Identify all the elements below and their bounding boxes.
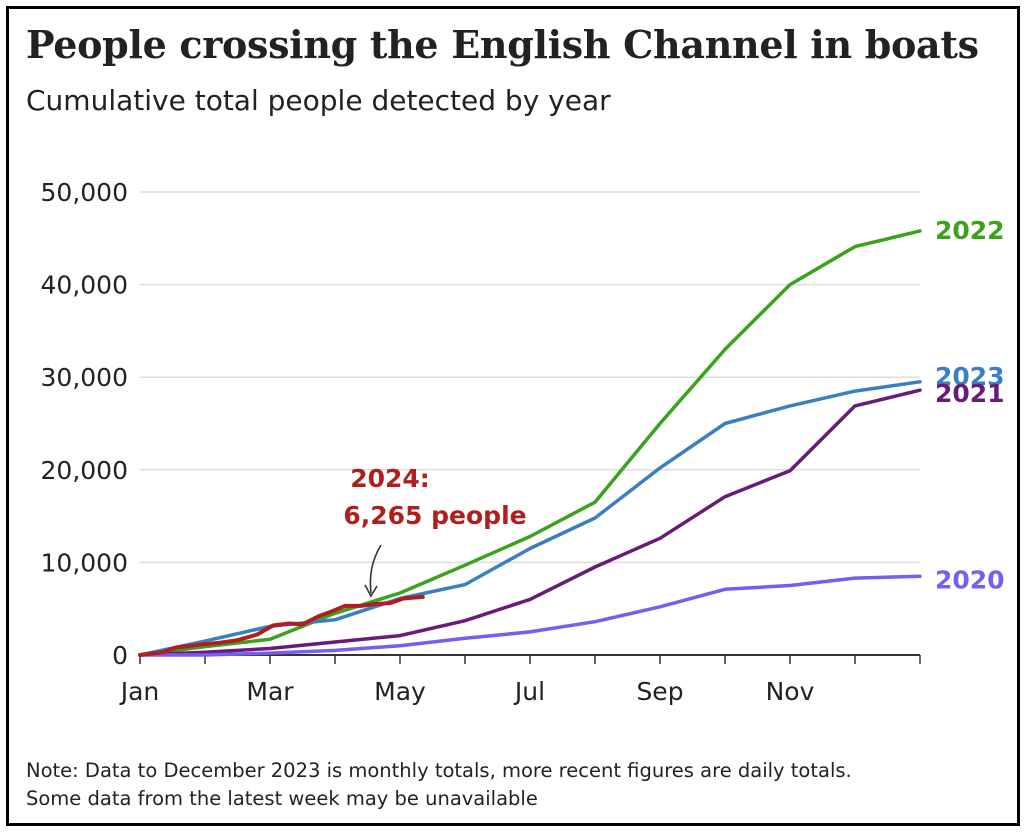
y-tick-label: 20,000 [41, 456, 128, 485]
y-tick-label: 10,000 [41, 548, 128, 577]
y-axis-ticks: 0 10,000 20,000 30,000 40,000 50,000 [41, 178, 128, 670]
y-tick-label: 0 [112, 641, 128, 670]
x-tick-label: Jan [119, 677, 160, 706]
series-line-2021 [138, 388, 922, 657]
y-tick-label: 30,000 [41, 363, 128, 392]
x-axis-ticks: Jan Mar May Jul Sep Nov [119, 655, 921, 706]
y-tick-label: 40,000 [41, 271, 128, 300]
x-tick-label: Sep [636, 677, 683, 706]
chart-title: People crossing the English Channel in b… [26, 22, 979, 67]
series-label-2020: 2020 [935, 565, 1005, 594]
series-line-2020 [138, 574, 922, 657]
series-line-2022 [138, 229, 922, 657]
annotation-2024: 2024: 6,265 people [343, 464, 527, 598]
note-line-2: Some data from the latest week may be un… [26, 787, 538, 810]
chart-frame [6, 6, 1020, 826]
y-tick-label: 50,000 [41, 178, 128, 207]
annotation-arrow [369, 544, 382, 594]
x-tick-label: Mar [246, 677, 294, 706]
note-line-1: Note: Data to December 2023 is monthly t… [26, 759, 852, 782]
series-label-2021: 2021 [935, 379, 1005, 408]
x-tick-label: Nov [766, 677, 815, 706]
chart-note: Note: Data to December 2023 is monthly t… [26, 757, 852, 813]
x-tick-label: Jul [513, 677, 545, 706]
x-tick-label: May [374, 677, 426, 706]
annotation-line-2: 6,265 people [343, 501, 526, 530]
annotation-arrowhead [364, 584, 378, 598]
series-label-2022: 2022 [935, 216, 1005, 245]
series-label-2023: 2023 [935, 362, 1005, 391]
series-line-2024 [138, 595, 425, 657]
chart-subtitle: Cumulative total people detected by year [26, 84, 611, 117]
series-line-2023 [138, 380, 922, 657]
annotation-line-1: 2024: [350, 464, 430, 493]
series-lines [138, 229, 922, 657]
